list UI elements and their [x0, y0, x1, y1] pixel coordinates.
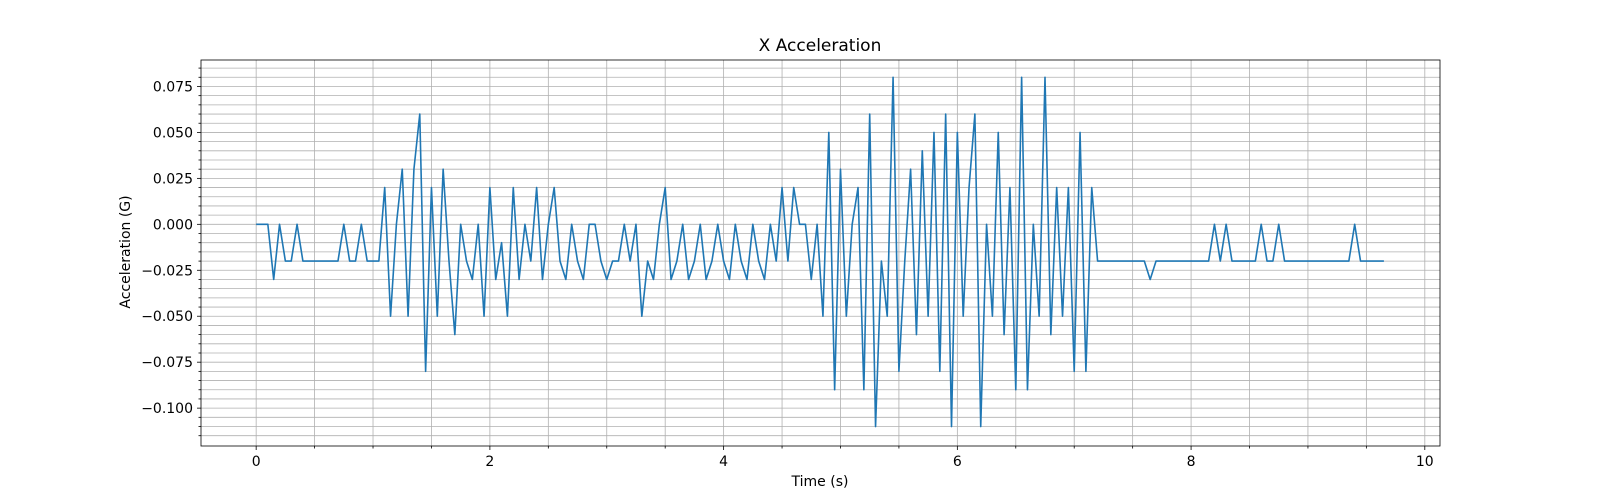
chart-title: X Acceleration: [759, 36, 882, 56]
y-tick-label: 0.000: [153, 217, 193, 233]
plot-frame: [200, 59, 1441, 447]
y-tick-label: −0.075: [141, 355, 193, 371]
y-tick-label: 0.075: [153, 79, 193, 95]
y-tick-label: −0.100: [141, 401, 193, 417]
x-tick-label: 0: [252, 454, 261, 470]
x-tick-label: 4: [719, 454, 728, 470]
x-axis-label: Time (s): [791, 474, 849, 490]
y-tick-label: −0.050: [141, 309, 193, 325]
x-tick-label: 2: [485, 454, 494, 470]
x-tick-label: 8: [1187, 454, 1196, 470]
y-axis-label: Acceleration (G): [118, 195, 134, 308]
y-tick-label: 0.050: [153, 125, 193, 141]
data-line: [256, 76, 1384, 428]
y-tick-label: −0.025: [141, 263, 193, 279]
x-tick-label: 10: [1416, 454, 1434, 470]
y-tick-label: 0.025: [153, 171, 193, 187]
x-tick-label: 6: [953, 454, 962, 470]
